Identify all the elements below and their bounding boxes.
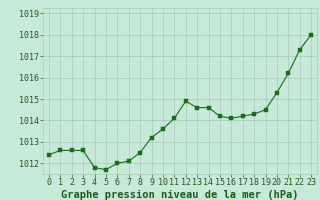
X-axis label: Graphe pression niveau de la mer (hPa): Graphe pression niveau de la mer (hPa) <box>61 190 299 200</box>
